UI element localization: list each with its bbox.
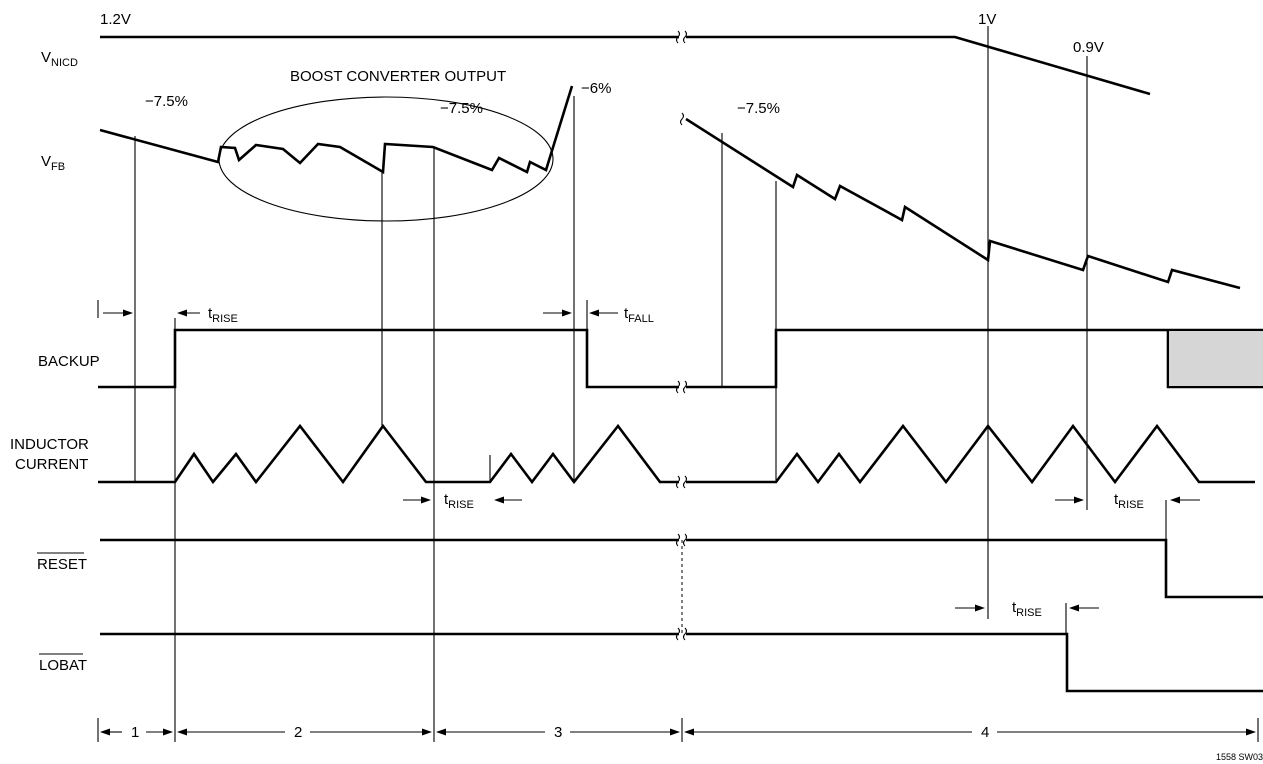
lobat-trace-right (686, 632, 1263, 693)
t-fall: tFALL (543, 305, 654, 325)
vnicd-trace-right (686, 35, 1151, 96)
phase-1-label: 1 (131, 724, 139, 741)
svg-text:tRISE: tRISE (1012, 599, 1042, 619)
inductor-trace-left (98, 423, 679, 485)
voltage-1v-label: 1V (978, 11, 996, 28)
inductor-label-line1: INDUCTOR (10, 436, 89, 453)
figure-id: 1558 SW03 (1216, 752, 1263, 762)
t-rise-3: tRISE (1055, 491, 1200, 511)
pct-75-label-2: −7.5% (440, 100, 483, 117)
phase-2-label: 2 (294, 724, 302, 741)
voltage-start-label: 1.2V (100, 11, 131, 28)
reset-trace-right (686, 538, 1263, 599)
t-rise-4: tRISE (955, 599, 1099, 619)
vfb-label: VFB (41, 153, 65, 173)
svg-text:tRISE: tRISE (444, 491, 474, 511)
backup-label: BACKUP (38, 353, 100, 370)
inductor-trace-right (686, 423, 1255, 485)
phase-4-label: 4 (981, 724, 989, 741)
pct-75-label-3: −7.5% (737, 100, 780, 117)
vfb-trace-left (99, 85, 574, 175)
inductor-label-line2: CURRENT (15, 456, 88, 473)
boost-output-label: BOOST CONVERTER OUTPUT (290, 68, 506, 85)
phase-ruler: 1 2 3 4 (100, 724, 1256, 741)
break-marks (675, 30, 688, 641)
lobat-label: LOBAT (39, 657, 87, 674)
vfb-trace-right (685, 117, 1241, 290)
reset-label: RESET (37, 556, 87, 573)
svg-text:tFALL: tFALL (624, 305, 654, 325)
boost-output-ellipse (218, 96, 554, 222)
backup-trace-left (98, 328, 679, 389)
svg-text:tRISE: tRISE (208, 305, 238, 325)
t-rise-2: tRISE (403, 491, 522, 511)
t-rise-1: tRISE (97, 300, 238, 325)
backup-uncertain-region (1169, 331, 1263, 386)
pct-6-label: −6% (581, 80, 611, 97)
backup-trace-branch (1166, 330, 1263, 389)
phase-3-label: 3 (554, 724, 562, 741)
pct-75-label-1: −7.5% (145, 93, 188, 110)
vnicd-label: VNICD (41, 49, 78, 69)
svg-text:tRISE: tRISE (1114, 491, 1144, 511)
voltage-09v-label: 0.9V (1073, 39, 1104, 56)
